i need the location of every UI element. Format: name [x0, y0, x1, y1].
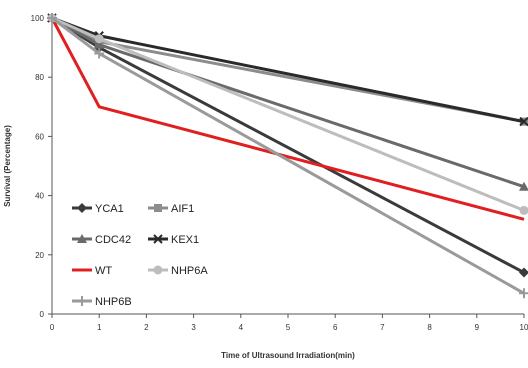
legend-item-wt: WT: [72, 265, 112, 277]
x-tick-label: 1: [97, 323, 102, 332]
legend-label-nhp6a: NHP6A: [171, 265, 208, 277]
legend-marker-aif1: [154, 204, 162, 212]
x-axis-label: Time of Ultrasound Irradiation(min): [221, 351, 355, 360]
legend-label-aif1: AIF1: [171, 203, 194, 215]
legend-item-yca1: YCA1: [72, 203, 124, 215]
y-tick-label: 40: [35, 192, 44, 201]
y-tick-label: 100: [31, 14, 45, 23]
data-point-nhp6a: [520, 206, 528, 215]
y-tick-label: 80: [35, 73, 44, 82]
series-line-kex1: [52, 18, 524, 122]
x-tick-label: 10: [520, 323, 528, 332]
y-tick-label: 60: [35, 132, 44, 141]
legend-item-cdc42: CDC42: [72, 234, 131, 246]
legend-label-yca1: YCA1: [95, 203, 124, 215]
legend-label-nhp6b: NHP6B: [95, 296, 132, 308]
x-tick-label: 6: [333, 323, 338, 332]
legend: YCA1 AIF1 CDC42 KEX1 WT NHP6A NHP6B: [72, 203, 208, 308]
legend-item-aif1: AIF1: [148, 203, 194, 215]
legend-marker-nhp6b: [77, 296, 87, 306]
x-tick-label: 9: [475, 323, 480, 332]
x-tick-label: 5: [286, 323, 291, 332]
x-tick-label: 7: [380, 323, 385, 332]
y-tick-label: 20: [35, 251, 44, 260]
legend-marker-yca1: [77, 203, 87, 213]
data-point-nhp6a: [95, 34, 104, 43]
y-axis-label: Survival (Percentage): [3, 125, 12, 207]
x-tick-label: 4: [239, 323, 244, 332]
legend-item-nhp6b: NHP6B: [72, 296, 132, 308]
x-tick-label: 0: [50, 323, 55, 332]
x-tick-label: 8: [427, 323, 432, 332]
series-layer: [47, 13, 528, 298]
y-tick-label: 0: [40, 310, 45, 319]
legend-label-cdc42: CDC42: [95, 234, 131, 246]
legend-label-kex1: KEX1: [171, 234, 199, 246]
series-nhp6a: [48, 14, 528, 215]
x-tick-label: 3: [191, 323, 196, 332]
legend-label-wt: WT: [95, 265, 112, 277]
legend-marker-nhp6a: [154, 266, 163, 275]
x-tick-label: 2: [144, 323, 149, 332]
legend-item-nhp6a: NHP6A: [148, 265, 208, 277]
legend-item-kex1: KEX1: [148, 234, 199, 246]
